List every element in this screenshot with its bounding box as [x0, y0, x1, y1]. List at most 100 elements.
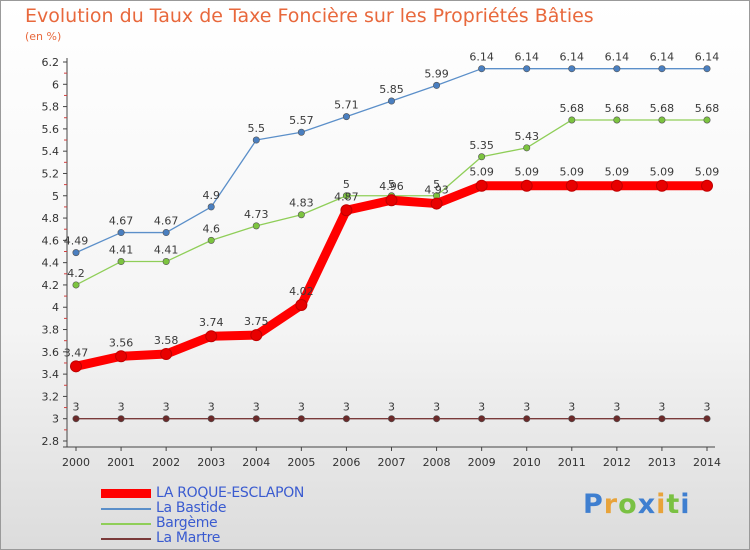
data-point-la-roque-esclapon — [701, 179, 713, 192]
logo-letter: t — [666, 489, 681, 520]
data-label-la-roque-esclapon: 4.96 — [379, 180, 404, 193]
data-label-la-bastide: 5.5 — [248, 122, 266, 135]
data-label-la-martre: 3 — [118, 401, 125, 414]
logo-letter: i — [656, 489, 667, 520]
data-point-la-bastide — [658, 65, 666, 73]
y-tick-label: 6.2 — [42, 56, 60, 69]
data-label-la-martre: 3 — [658, 401, 665, 414]
data-label-la-roque-esclapon: 4.87 — [334, 190, 359, 203]
data-label-la-roque-esclapon: 3.58 — [154, 334, 179, 347]
y-tick-label: 5.8 — [42, 101, 60, 114]
data-label-barg-me: 4.83 — [289, 197, 314, 210]
axes: 2.8 3 3.2 3.4 3.6 3.8 4 4.2 4.4 4.6 4.8 5 5.2 5.4 5.6 5… — [42, 56, 722, 469]
data-point-la-roque-esclapon — [205, 330, 218, 343]
data-label-la-martre: 3 — [704, 401, 711, 414]
proxiti-logo: Proxiti — [583, 489, 691, 520]
data-label-barg-me: 5 — [388, 178, 395, 191]
data-label-la-bastide: 5.99 — [424, 67, 449, 80]
data-point-la-bastide — [117, 229, 125, 237]
x-tick-label: 2007 — [378, 456, 406, 469]
data-label-barg-me: 4.41 — [109, 244, 134, 257]
data-point-la-martre — [703, 415, 711, 423]
data-point-la-bastide — [703, 65, 711, 73]
y-tick-label: 5.4 — [42, 145, 60, 158]
data-point-barg-me — [523, 144, 531, 152]
y-tick-label: 4.6 — [42, 234, 60, 247]
y-tick-label: 3.8 — [42, 324, 60, 337]
x-tick-label: 2002 — [152, 456, 180, 469]
data-point-la-martre — [387, 415, 395, 423]
data-point-la-bastide — [387, 97, 395, 105]
data-label-la-roque-esclapon: 4.93 — [424, 184, 449, 197]
data-label-la-bastide: 6.14 — [469, 51, 494, 64]
data-label-la-bastide: 4.9 — [202, 189, 220, 202]
data-label-barg-me: 5.68 — [605, 102, 630, 115]
data-label-la-roque-esclapon: 5.09 — [605, 166, 630, 179]
x-tick-label: 2008 — [423, 456, 451, 469]
data-label-barg-me: 5.43 — [514, 130, 539, 143]
x-tick-label: 2000 — [62, 456, 90, 469]
x-tick-label: 2010 — [513, 456, 541, 469]
data-label-barg-me: 5 — [343, 178, 350, 191]
data-label-la-martre: 3 — [298, 401, 305, 414]
data-point-barg-me — [117, 258, 125, 266]
data-point-la-bastide — [613, 65, 621, 73]
data-point-la-roque-esclapon — [160, 348, 173, 361]
x-tick-label: 2014 — [693, 456, 721, 469]
x-tick-label: 2005 — [287, 456, 315, 469]
data-point-la-roque-esclapon — [340, 204, 353, 217]
data-point-la-martre — [252, 415, 260, 423]
x-tick-label: 2013 — [648, 456, 676, 469]
legend-swatch — [101, 489, 151, 498]
data-point-la-roque-esclapon — [565, 179, 578, 192]
data-point-la-martre — [162, 415, 170, 423]
data-label-la-bastide: 6.14 — [560, 51, 585, 64]
x-tick-label: 2012 — [603, 456, 631, 469]
data-label-barg-me: 4.2 — [67, 267, 85, 280]
data-label-barg-me: 5 — [433, 178, 440, 191]
data-point-la-bastide — [162, 229, 170, 237]
data-label-la-martre: 3 — [433, 401, 440, 414]
y-tick-label: 5 — [52, 190, 59, 203]
data-point-barg-me — [613, 116, 621, 124]
data-label-la-roque-esclapon: 5.09 — [469, 166, 494, 179]
y-tick-label: 4 — [52, 301, 59, 314]
data-point-la-martre — [568, 415, 576, 423]
data-label-la-martre: 3 — [388, 401, 395, 414]
data-label-barg-me: 5.68 — [695, 102, 720, 115]
data-label-la-bastide: 5.57 — [289, 114, 314, 127]
data-point-la-bastide — [72, 249, 80, 257]
data-label-la-bastide: 6.14 — [605, 51, 630, 64]
x-tick-label: 2004 — [242, 456, 270, 469]
data-point-la-martre — [523, 415, 531, 423]
y-tick-label: 3 — [52, 413, 59, 426]
y-tick-label: 4.8 — [42, 212, 60, 225]
data-label-layer: 4.49 4.67 4.67 4.9 5.5 5.57 5.71 5.85 5.99 6.14 6.… — [64, 51, 720, 414]
data-label-la-bastide: 5.85 — [379, 83, 404, 96]
series-layer — [70, 65, 713, 423]
data-point-la-roque-esclapon — [250, 329, 263, 342]
data-label-la-martre: 3 — [163, 401, 170, 414]
data-label-la-roque-esclapon: 5.09 — [560, 166, 585, 179]
data-point-barg-me — [297, 211, 305, 219]
data-label-barg-me: 4.73 — [244, 208, 269, 221]
y-tick-label: 5.2 — [42, 167, 60, 180]
data-point-barg-me — [568, 116, 576, 124]
legend-swatch — [101, 538, 151, 540]
data-point-la-bastide — [568, 65, 576, 73]
data-label-la-martre: 3 — [253, 401, 260, 414]
data-label-la-martre: 3 — [523, 401, 530, 414]
data-label-la-martre: 3 — [478, 401, 485, 414]
y-tick-label: 3.6 — [42, 346, 60, 359]
data-point-la-roque-esclapon — [610, 179, 623, 192]
data-point-la-roque-esclapon — [475, 179, 488, 192]
data-point-barg-me — [478, 153, 486, 161]
data-label-barg-me: 5.35 — [469, 139, 494, 152]
y-tick-label: 2.8 — [42, 435, 60, 448]
data-point-barg-me — [162, 258, 170, 266]
data-label-la-martre: 3 — [343, 401, 350, 414]
legend-label: La Martre — [156, 530, 221, 546]
x-tick-label: 2001 — [107, 456, 135, 469]
data-point-la-martre — [613, 415, 621, 423]
